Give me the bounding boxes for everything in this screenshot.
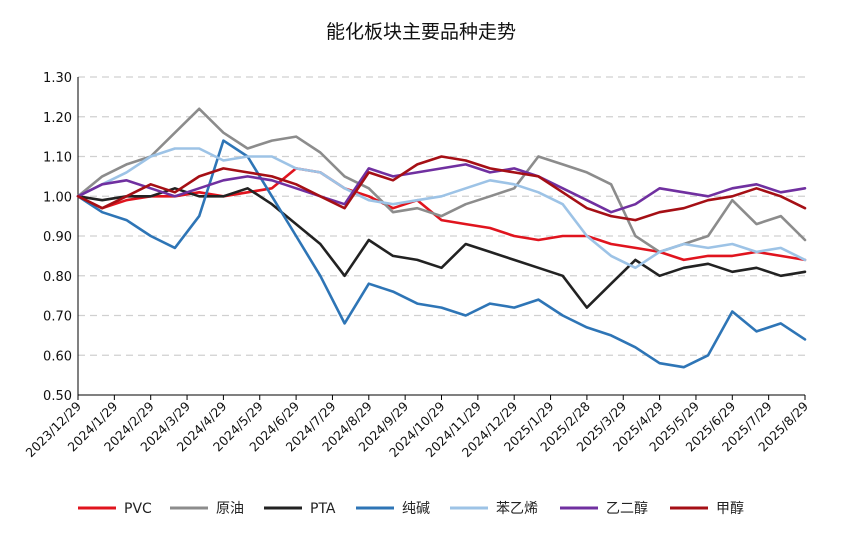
- legend: PVC 原油 PTA 纯碱 苯乙烯 乙二醇 甲醇: [78, 500, 744, 517]
- series-line-乙二醇: [76, 163, 807, 214]
- legend-label: 原油: [216, 501, 244, 517]
- series-line-PVC: [76, 167, 807, 262]
- legend-label: 苯乙烯: [496, 500, 538, 517]
- series-line-纯碱: [76, 139, 807, 369]
- y-tick-label: 0.80: [43, 270, 72, 285]
- legend-label: PTA: [310, 501, 336, 517]
- series-layer: [76, 107, 807, 369]
- series-line-苯乙烯: [76, 147, 807, 270]
- y-tick-label: 1.10: [43, 151, 72, 166]
- y-tick-label: 1.30: [43, 71, 72, 86]
- legend-label: PVC: [124, 501, 152, 517]
- legend-label: 纯碱: [402, 501, 430, 517]
- chart-title: 能化板块主要品种走势: [326, 21, 516, 43]
- legend-label: 乙二醇: [606, 500, 648, 517]
- y-tick-label: 0.90: [43, 230, 72, 245]
- series-line-PTA: [76, 187, 807, 309]
- y-tick-label: 1.00: [43, 190, 72, 205]
- y-tick-label: 0.60: [43, 349, 72, 364]
- y-tick-label: 0.70: [43, 310, 72, 325]
- y-tick-label: 0.50: [43, 389, 72, 404]
- legend-label: 甲醇: [716, 500, 744, 517]
- series-line-甲醇: [76, 155, 807, 222]
- y-tick-label: 1.20: [43, 111, 72, 126]
